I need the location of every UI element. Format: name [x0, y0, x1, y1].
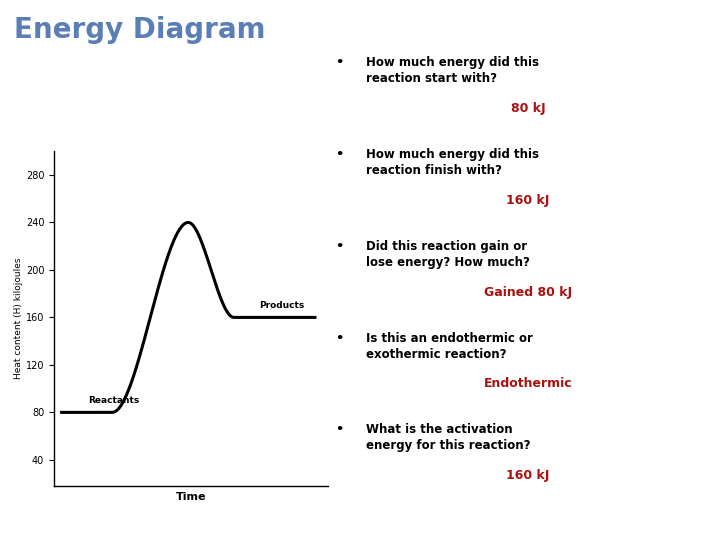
Text: Is this an endothermic or
exothermic reaction?: Is this an endothermic or exothermic rea…: [366, 332, 533, 361]
Y-axis label: Heat content (H) kilojoules: Heat content (H) kilojoules: [14, 258, 23, 379]
Text: 80 kJ: 80 kJ: [510, 102, 545, 115]
Text: Products: Products: [259, 301, 305, 310]
Text: •: •: [336, 332, 343, 345]
Text: •: •: [336, 423, 343, 436]
Text: •: •: [336, 240, 343, 253]
Text: •: •: [336, 56, 343, 69]
Text: •: •: [336, 148, 343, 161]
Text: Endothermic: Endothermic: [484, 377, 572, 390]
Text: 160 kJ: 160 kJ: [506, 469, 549, 482]
Text: Did this reaction gain or
lose energy? How much?: Did this reaction gain or lose energy? H…: [366, 240, 530, 269]
Text: How much energy did this
reaction start with?: How much energy did this reaction start …: [366, 56, 539, 85]
Text: Gained 80 kJ: Gained 80 kJ: [484, 286, 572, 299]
Text: Reactants: Reactants: [89, 396, 140, 405]
X-axis label: Time: Time: [176, 491, 206, 502]
Text: How much energy did this
reaction finish with?: How much energy did this reaction finish…: [366, 148, 539, 177]
Text: Energy Diagram: Energy Diagram: [14, 16, 266, 44]
Text: 160 kJ: 160 kJ: [506, 194, 549, 207]
Text: What is the activation
energy for this reaction?: What is the activation energy for this r…: [366, 423, 531, 453]
